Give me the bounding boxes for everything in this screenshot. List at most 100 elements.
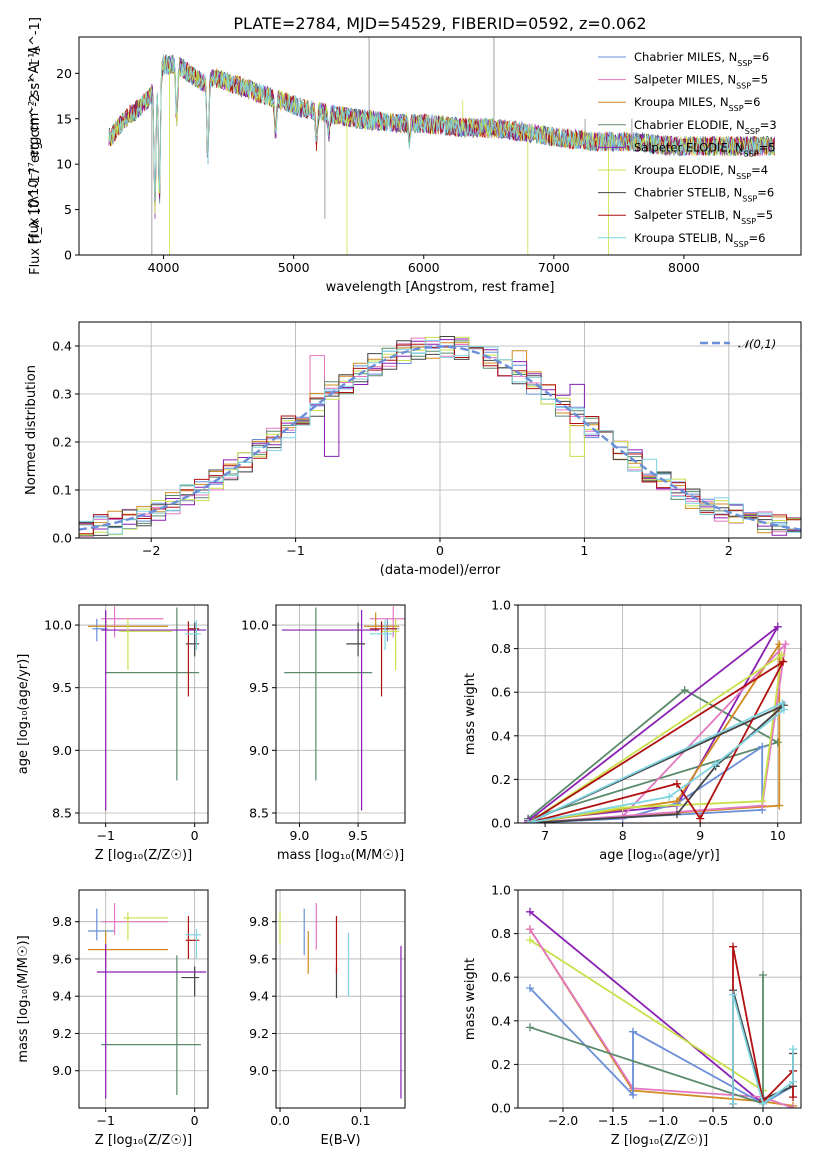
tick-label-y: 0.1 (52, 483, 72, 498)
y-axis-label: age [log₁₀(age/yr)] (16, 654, 31, 775)
plot-area (526, 907, 797, 1108)
plot-area (79, 336, 801, 537)
tick-label-x: −2.0 (548, 1113, 578, 1128)
spectrum-legend: Chabrier MILES, NSSP=6 Salpeter MILES, NS… (598, 50, 777, 248)
tick-label-y: 0.0 (491, 1101, 511, 1116)
tick-label-y: 9.0 (52, 1063, 72, 1078)
tick-label-x: 0 (191, 1113, 199, 1128)
tick-label-y: 0.6 (491, 685, 511, 700)
plot-area (524, 622, 790, 823)
weight-marker (672, 810, 681, 819)
axes-frame: 9.0 9.5 8.5 9.0 9.5 10.0 mass [log₁₀(M/M☉)] (241, 604, 406, 863)
axes-border (517, 889, 802, 1109)
tick-label-y: 0.2 (491, 1057, 511, 1072)
tick-label-y: 0.2 (491, 772, 511, 787)
axes-frame: −2.0 −1.5 −1.0 −0.5 0.0 0.0 0.2 0.4 0.6 0.8 1.0 Z [… (463, 883, 802, 1148)
x-axis-label: Z [log₁₀(Z/Z☉)] (95, 1133, 192, 1148)
tick-label-x: −1 (286, 543, 304, 558)
weight-line (529, 939, 764, 1104)
plot-area (87, 606, 207, 811)
tick-label-y: 9.8 (52, 914, 72, 929)
tick-label-y: 0 (64, 248, 72, 263)
tick-label-y: 9.5 (52, 680, 72, 695)
tick-label-y: 0.6 (491, 970, 511, 985)
tick-label-y: 8.5 (52, 805, 72, 820)
axes-frame: −2 −1 0 1 2 0.0 0.1 0.2 0.3 0.4 (data-model)/error… (24, 321, 802, 578)
weight-marker (775, 801, 784, 810)
tick-label-x: 0 (436, 543, 444, 558)
weight-marker (789, 1104, 797, 1108)
axes-frame: 7 8 9 10 0.0 0.2 0.4 0.6 0.8 1.0 age [log₁₀(age/yr… (463, 598, 802, 863)
weight-marker (773, 622, 782, 631)
weight-marker (729, 990, 737, 999)
tick-label-x: 10 (770, 828, 786, 843)
weight-line (527, 653, 783, 823)
axes-border (78, 889, 209, 1109)
histogram-step (79, 342, 801, 534)
tick-label-y: 0.4 (491, 728, 511, 743)
y-axis-label: mass weight (463, 673, 478, 755)
tick-label-y: 0.8 (491, 926, 511, 941)
tick-label-y: 0.4 (52, 339, 72, 354)
weight-marker (789, 1077, 797, 1086)
spectrum-line (108, 54, 776, 207)
x-axis-label: wavelength [Angstrom, rest frame] (326, 280, 555, 295)
tick-label-x: −1 (96, 828, 114, 843)
tick-label-y: 10.0 (44, 618, 72, 633)
y-axis-label: mass weight (463, 958, 478, 1040)
tick-label-y: 9.4 (249, 989, 269, 1004)
weight-marker (526, 1023, 534, 1032)
weight-marker (789, 1045, 797, 1054)
tick-label-y: 9.0 (249, 743, 269, 758)
axes-border (78, 604, 209, 824)
tick-label-y: 10 (56, 157, 72, 172)
tick-label-x: 2 (725, 543, 733, 558)
legend-entry: Kroupa ELODIE, NSSP=4 (634, 163, 768, 181)
figure-title: PLATE=2784, MJD=54529, FIBERID=0592, z=0… (233, 14, 646, 33)
weight-marker (759, 971, 767, 980)
x-axis-label: Z [log₁₀(Z/Z☉)] (611, 1133, 708, 1148)
tick-label-y: 20 (56, 66, 72, 81)
tick-label-x: 8000 (668, 260, 700, 275)
weight-marker (526, 907, 534, 916)
weight-line (527, 626, 779, 822)
weight-marker (778, 699, 787, 708)
weight-marker (781, 640, 790, 649)
tick-label-y: 0.4 (491, 1013, 511, 1028)
legend-entry: 𝒩(0,1) (738, 337, 776, 351)
weight-line (527, 688, 780, 820)
tick-label-x: 8 (619, 828, 627, 843)
normal-curve (79, 345, 801, 531)
tick-label-x: 4000 (148, 260, 180, 275)
weight-line (528, 641, 787, 823)
tick-label-y: 0.0 (491, 816, 511, 831)
weight-marker (524, 819, 533, 823)
panel-residuals: −2 −1 0 1 2 0.0 0.1 0.2 0.3 0.4 (data-model)/error… (24, 321, 802, 578)
x-axis-label: (data-model)/error (380, 563, 501, 578)
tick-label-x: 0 (191, 828, 199, 843)
panel-mass_vs_Z: −1 0 9.0 9.2 9.4 9.6 9.8 Z [log₁₀(Z/Z☉)] mass [l… (16, 889, 209, 1148)
spectrum-line (108, 54, 776, 202)
plot-area (281, 606, 405, 811)
weight-marker (526, 936, 534, 945)
tick-label-x: −1.5 (598, 1113, 628, 1128)
panel-spectrum: 4000 5000 6000 7000 8000 0 5 10 15 20 wavelength [… (27, 17, 802, 295)
x-axis-label: E(B-V) (320, 1133, 360, 1148)
weight-marker (672, 779, 681, 788)
tick-label-x: 9 (696, 828, 704, 843)
axes-frame: −1 0 8.5 9.0 9.5 10.0 Z [log₁₀(Z/Z☉)] age [log₁… (16, 604, 209, 863)
tick-label-x: 1 (580, 543, 588, 558)
plot-area (87, 903, 207, 1099)
panel-weight_vs_age: 7 8 9 10 0.0 0.2 0.4 0.6 0.8 1.0 age [log₁₀(age/yr… (463, 598, 802, 863)
weight-marker (773, 738, 782, 747)
weight-marker (629, 1090, 637, 1099)
tick-label-x: 9.5 (348, 828, 368, 843)
weight-line (529, 911, 764, 1105)
weight-marker (680, 686, 689, 695)
tick-label-y: 9.6 (52, 951, 72, 966)
weight-marker (696, 814, 705, 823)
legend-entry: Chabrier MILES, NSSP=6 (634, 50, 769, 68)
tick-label-y: 10.0 (241, 618, 269, 633)
weight-line (529, 987, 794, 1105)
